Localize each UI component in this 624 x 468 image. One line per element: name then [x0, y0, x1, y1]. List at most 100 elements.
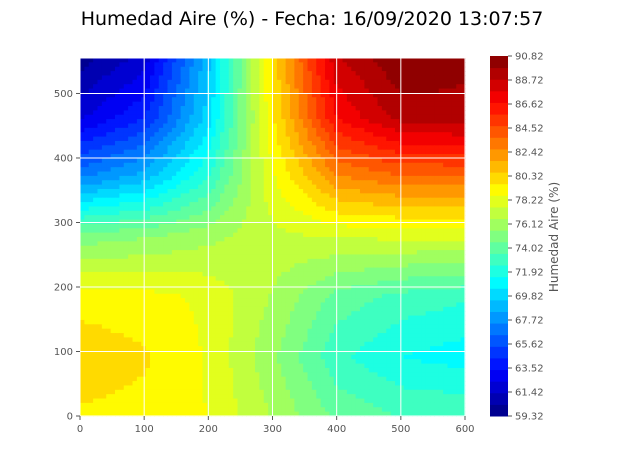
heatmap-cell [456, 215, 462, 221]
heatmap-cell [408, 167, 414, 173]
heatmap-cell [123, 110, 129, 116]
heatmap-cell [202, 289, 208, 295]
heatmap-cell [460, 149, 466, 155]
heatmap-cell [255, 276, 260, 282]
heatmap-cell [97, 106, 103, 111]
heatmap-cell [285, 123, 291, 129]
heatmap-cell [329, 171, 335, 177]
heatmap-cell [320, 206, 326, 212]
heatmap-cell [263, 101, 269, 107]
heatmap-cell [233, 245, 239, 251]
heatmap-cell [320, 66, 326, 72]
heatmap-cell [163, 228, 169, 234]
heatmap-cell [399, 298, 405, 304]
heatmap-cell [202, 175, 208, 181]
heatmap-cell [416, 280, 422, 286]
heatmap-cell [145, 140, 151, 146]
heatmap-cell [233, 71, 239, 77]
heatmap-cell [237, 202, 243, 208]
heatmap-cell [241, 154, 247, 160]
heatmap-cell [290, 167, 295, 173]
heatmap-cell [132, 193, 138, 199]
heatmap-cell [325, 271, 330, 277]
heatmap-cell [93, 110, 99, 116]
heatmap-cell [246, 123, 252, 129]
heatmap-cell [255, 71, 260, 77]
heatmap-cell [421, 58, 427, 63]
heatmap-cell [425, 84, 431, 90]
heatmap-cell [115, 267, 120, 273]
heatmap-cell [237, 197, 243, 203]
heatmap-cell [202, 271, 208, 277]
heatmap-cell [390, 245, 396, 251]
heatmap-cell [456, 293, 462, 299]
heatmap-cell [163, 215, 169, 221]
heatmap-cell [434, 254, 440, 260]
heatmap-cell [128, 114, 134, 120]
heatmap-cell [325, 136, 330, 142]
heatmap-cell [325, 302, 330, 308]
heatmap-cell [198, 92, 204, 98]
heatmap-cell [110, 289, 116, 295]
heatmap-cell [399, 180, 405, 186]
heatmap-cell [338, 232, 344, 238]
heatmap-cell [276, 232, 282, 238]
heatmap-cell [316, 202, 322, 208]
heatmap-cell [390, 171, 396, 177]
heatmap-cell [438, 298, 444, 304]
heatmap-cell [93, 127, 99, 133]
heatmap-cell [158, 62, 164, 68]
heatmap-cell [377, 66, 383, 72]
heatmap-cell [84, 280, 90, 286]
heatmap-cell [425, 241, 431, 247]
heatmap-cell [276, 280, 282, 286]
heatmap-cell [298, 232, 304, 238]
heatmap-cell [342, 97, 348, 103]
heatmap-cell [128, 132, 134, 138]
heatmap-cell [202, 202, 208, 208]
heatmap-cell [128, 71, 134, 77]
heatmap-cell [276, 88, 282, 94]
heatmap-cell [215, 232, 221, 238]
heatmap-cell [154, 101, 160, 107]
heatmap-cell [198, 250, 204, 256]
heatmap-cell [202, 241, 208, 247]
heatmap-cell [101, 106, 107, 111]
heatmap-cell [115, 132, 120, 138]
heatmap-cell [451, 132, 457, 138]
heatmap-cell [294, 75, 300, 81]
heatmap-cell [206, 58, 212, 63]
heatmap-cell [171, 232, 177, 238]
heatmap-cell [412, 228, 418, 234]
heatmap-cell [241, 263, 247, 269]
heatmap-cell [434, 58, 440, 63]
heatmap-cell [80, 285, 85, 290]
heatmap-cell [123, 101, 129, 107]
heatmap-cell [425, 250, 431, 256]
heatmap-cell [408, 71, 414, 77]
heatmap-cell [342, 171, 348, 177]
heatmap-cell [272, 215, 278, 221]
heatmap-cell [268, 110, 274, 116]
heatmap-cell [145, 149, 151, 155]
heatmap-cell [351, 154, 357, 160]
heatmap-cell [294, 79, 300, 85]
heatmap-cell [311, 127, 317, 133]
heatmap-cell [460, 210, 466, 216]
heatmap-cell [255, 271, 260, 277]
heatmap-cell [438, 92, 444, 98]
heatmap-cell [241, 58, 247, 63]
heatmap-cell [115, 171, 120, 177]
heatmap-cell [408, 110, 414, 116]
heatmap-cell [460, 193, 466, 199]
heatmap-cell [193, 210, 199, 216]
heatmap-cell [399, 58, 405, 63]
heatmap-cell [408, 123, 414, 129]
heatmap-cell [355, 228, 361, 234]
heatmap-cell [163, 79, 169, 85]
heatmap-cell [255, 62, 260, 68]
heatmap-cell [154, 110, 160, 116]
heatmap-cell [298, 193, 304, 199]
heatmap-cell [158, 289, 164, 295]
heatmap-cell [338, 88, 344, 94]
